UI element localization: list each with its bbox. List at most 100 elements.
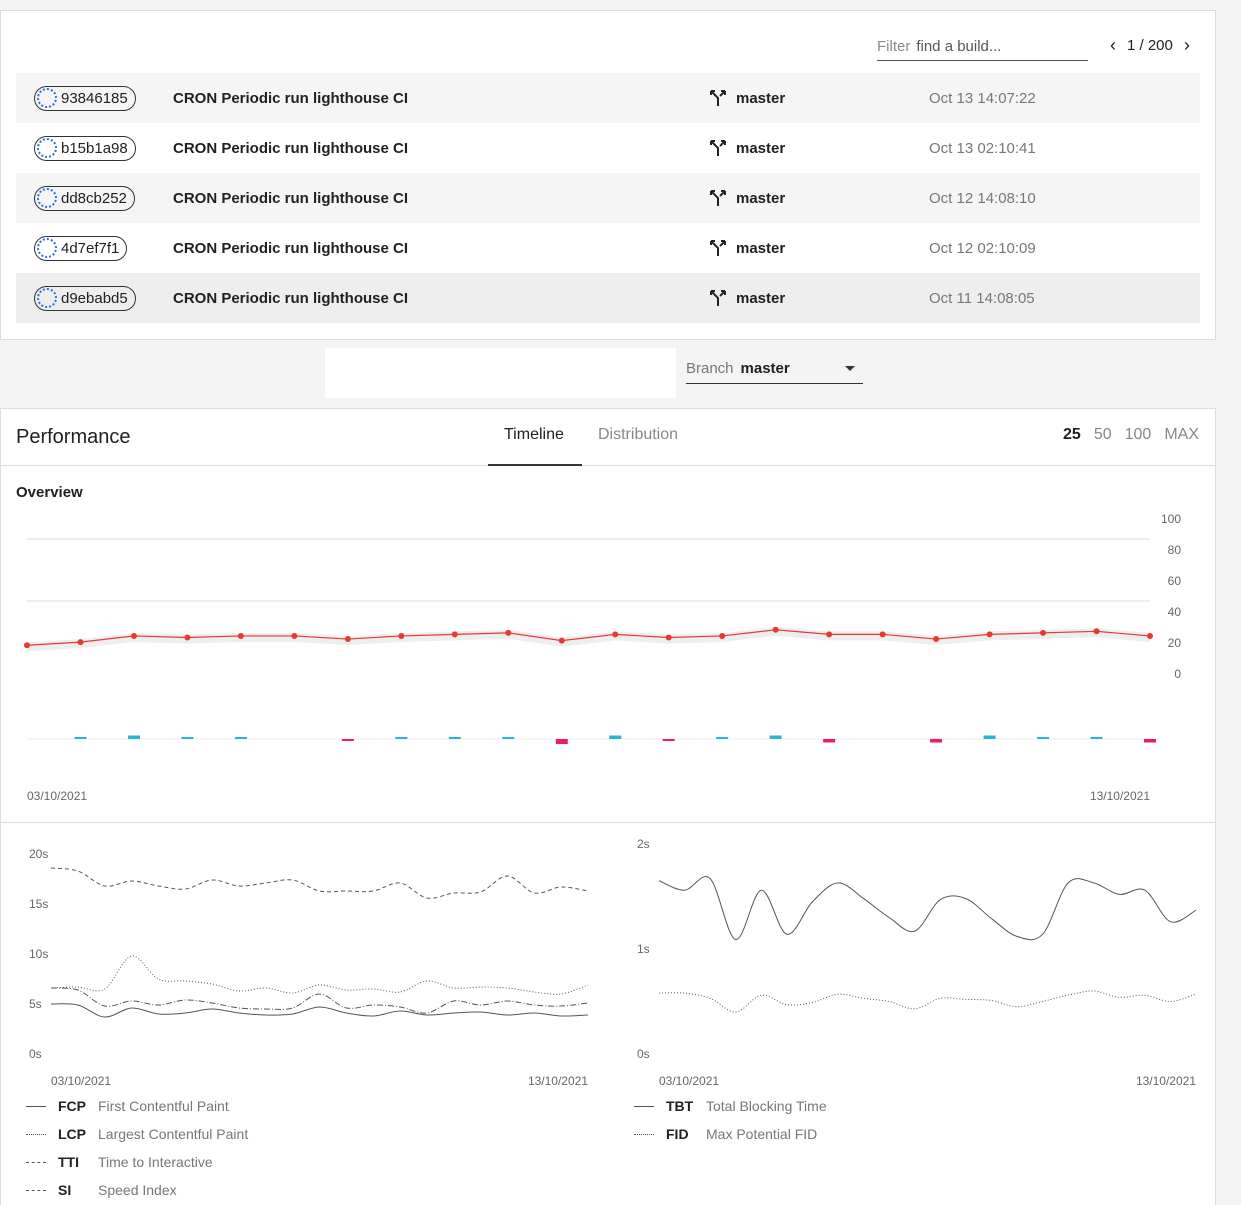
build-message: CRON Periodic run lighthouse CI [173, 139, 409, 157]
build-row[interactable]: d9ebabd5 CRON Periodic run lighthouse CI… [16, 273, 1200, 323]
delta-bar [395, 737, 408, 739]
legend-item-fcp[interactable]: FCP First Contentful Paint [26, 1097, 248, 1115]
build-hash-chip[interactable]: b15b1a98 [34, 135, 136, 161]
count-25[interactable]: 25 [1063, 426, 1081, 443]
branch-icon [710, 240, 726, 256]
pagination: ‹ 1 / 200 › [1105, 35, 1195, 56]
build-branch-name: master [736, 289, 786, 307]
build-branch-name: master [736, 89, 786, 107]
legend-abbr: LCP [58, 1126, 86, 1142]
paint-metrics-chart: 20s 15s 10s 5s 0s 03/10/2021 13/10/2021 [29, 847, 589, 1088]
dashdot-line-icon [26, 1189, 46, 1191]
delta-bar [448, 737, 461, 739]
legend-abbr: TBT [666, 1098, 694, 1114]
filter-input[interactable] [916, 38, 1067, 55]
y-tick-label: 10s [29, 947, 48, 961]
x-start-label: 03/10/2021 [659, 1074, 719, 1088]
build-hash-chip[interactable]: 93846185 [34, 85, 136, 111]
blocking-metrics-chart: 2s 1s 0s 03/10/2021 13/10/2021 [637, 837, 1196, 1088]
build-hash-chip[interactable]: d9ebabd5 [34, 285, 136, 311]
branch-dropdown-label: Branch [686, 360, 734, 377]
score-point [184, 634, 191, 641]
score-point [612, 631, 619, 638]
build-filter[interactable]: Filter [877, 33, 1088, 61]
caret-down-icon [845, 366, 855, 371]
legend-item-tti[interactable]: TTI Time to Interactive [26, 1153, 248, 1171]
score-point [1147, 632, 1153, 639]
legend-item-si[interactable]: SI Speed Index [26, 1181, 248, 1199]
series-line-fcp [50, 1003, 589, 1018]
build-row[interactable]: 4d7ef7f1 CRON Periodic run lighthouse CI… [16, 223, 1200, 273]
chevron-left-icon[interactable]: ‹ [1110, 35, 1116, 55]
build-branch: master [709, 289, 785, 307]
loading-icon [37, 188, 57, 208]
x-end-label: 13/10/2021 [528, 1074, 588, 1088]
build-date: Oct 13 02:10:41 [929, 139, 1036, 157]
branch-icon [710, 190, 726, 206]
solid-line-icon [634, 1105, 654, 1107]
dotted-line-icon [634, 1133, 654, 1135]
y-tick-label: 20s [29, 847, 48, 861]
legend-item-lcp[interactable]: LCP Largest Contentful Paint [26, 1125, 248, 1143]
build-branch-name: master [736, 239, 786, 257]
build-row[interactable]: b15b1a98 CRON Periodic run lighthouse CI… [16, 123, 1200, 173]
x-start-label: 03/10/2021 [51, 1074, 111, 1088]
delta-bar [234, 737, 247, 739]
build-branch: master [709, 239, 785, 257]
score-point [558, 637, 565, 644]
y-tick-label: 0 [1174, 667, 1181, 681]
build-date: Oct 12 02:10:09 [929, 239, 1036, 257]
score-point [772, 626, 779, 633]
y-tick-label: 60 [1168, 574, 1182, 588]
variance-band [27, 626, 1150, 652]
count-100[interactable]: 100 [1124, 426, 1152, 443]
chevron-right-icon[interactable]: › [1183, 35, 1190, 55]
branch-icon [710, 140, 726, 156]
overview-title: Overview [16, 484, 83, 501]
tab-distribution[interactable]: Distribution [598, 426, 679, 443]
performance-header: Performance Timeline Distribution 25 50 … [1, 409, 1215, 466]
y-tick-label: 2s [637, 837, 650, 851]
build-branch-name: master [736, 189, 786, 207]
delta-bar [1144, 739, 1156, 743]
score-point [344, 636, 351, 643]
performance-panel: Performance Timeline Distribution 25 50 … [0, 408, 1216, 1205]
score-point [933, 636, 940, 643]
delta-bar [341, 739, 354, 741]
build-row[interactable]: dd8cb252 CRON Periodic run lighthouse CI… [16, 173, 1200, 223]
filter-label: Filter [877, 38, 911, 55]
x-end-label: 13/10/2021 [1136, 1074, 1196, 1088]
tab-timeline[interactable]: Timeline [504, 426, 564, 443]
build-count-selector: 25 50 100 MAX [1063, 426, 1199, 444]
legend-abbr: TTI [58, 1154, 79, 1170]
legend-abbr: SI [58, 1182, 72, 1198]
delta-bar [983, 735, 996, 739]
score-point [24, 642, 30, 649]
active-tab-indicator [488, 464, 582, 466]
build-message: CRON Periodic run lighthouse CI [173, 239, 409, 257]
score-point [237, 632, 244, 639]
build-message: CRON Periodic run lighthouse CI [173, 289, 409, 307]
legend-abbr: FID [666, 1126, 689, 1142]
dotted-line-icon [26, 1133, 46, 1135]
build-branch: master [709, 89, 785, 107]
build-hash-chip[interactable]: dd8cb252 [34, 185, 135, 211]
build-row[interactable]: 93846185 CRON Periodic run lighthouse CI… [16, 73, 1200, 123]
y-tick-label: 80 [1168, 543, 1182, 557]
legend-name: Speed Index [98, 1182, 177, 1198]
legend-item-fid[interactable]: FID Max Potential FID [634, 1125, 827, 1143]
build-hash-chip[interactable]: 4d7ef7f1 [34, 235, 128, 261]
y-tick-label: 15s [29, 897, 48, 911]
delta-bar [716, 737, 729, 739]
delta-bar [181, 737, 194, 739]
legend-name: Max Potential FID [706, 1126, 818, 1142]
build-branch: master [709, 139, 785, 157]
build-hash: 4d7ef7f1 [61, 239, 120, 257]
count-max[interactable]: MAX [1164, 426, 1199, 443]
count-50[interactable]: 50 [1093, 426, 1112, 443]
legend-item-tbt[interactable]: TBT Total Blocking Time [634, 1097, 827, 1115]
delta-bar [555, 739, 568, 744]
build-branch: master [709, 189, 785, 207]
build-hash: d9ebabd5 [61, 289, 128, 307]
branch-dropdown[interactable]: Branch master [686, 354, 863, 384]
